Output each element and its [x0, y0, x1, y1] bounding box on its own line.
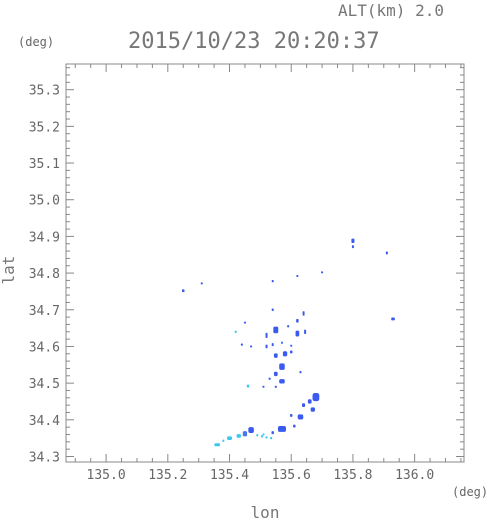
x-axis-unit: (deg) [452, 485, 488, 499]
echo-point [234, 330, 237, 333]
y-tick-label: 34.9 [29, 230, 60, 245]
echo-point [214, 443, 220, 447]
echo-point [265, 344, 268, 349]
y-axis-label: lat [0, 256, 18, 285]
echo-point [200, 282, 203, 285]
echo-point [282, 351, 288, 357]
echo-point [280, 341, 283, 344]
echo-point [262, 433, 265, 436]
x-tick-label: 135.8 [333, 468, 372, 483]
y-tick-label: 35.1 [29, 157, 60, 172]
echo-point [289, 350, 293, 354]
echo-point [273, 326, 279, 334]
echo-point [296, 275, 299, 278]
echo-point [262, 385, 265, 388]
echo-point [297, 414, 304, 420]
echo-point [289, 413, 293, 417]
echo-point [271, 343, 274, 347]
echo-point [307, 399, 312, 404]
echo-point [279, 379, 285, 384]
echo-point [265, 436, 268, 439]
x-axis-label: lon [251, 503, 280, 521]
echo-point [268, 377, 271, 380]
echo-point [246, 384, 250, 388]
echo-point [250, 345, 253, 348]
echo-point [274, 385, 277, 388]
y-tick-label: 34.4 [29, 414, 60, 429]
echo-point [265, 332, 268, 339]
echo-point [279, 363, 285, 370]
echo-point [271, 308, 274, 312]
echo-point [287, 325, 290, 328]
echo-point [351, 245, 354, 249]
x-tick-label: 135.6 [272, 468, 311, 483]
echo-point [248, 427, 254, 434]
echo-point [385, 251, 388, 255]
y-axis-unit: (deg) [18, 35, 54, 49]
echo-point [310, 407, 315, 412]
echo-point [304, 329, 307, 334]
echo-point [296, 318, 299, 323]
echo-point [391, 317, 395, 321]
echo-point [351, 238, 355, 244]
y-tick-label: 34.6 [29, 340, 60, 355]
x-tick-label: 135.2 [148, 468, 187, 483]
plot-area: 135.0 135.2 135.4 135.6 135.8 136.0 34.3 34.4 34… [29, 63, 465, 483]
x-tick-label: 136.0 [395, 468, 434, 483]
echo-point [290, 344, 293, 347]
echo-point [222, 439, 225, 442]
echo-point [243, 321, 246, 324]
echo-point [227, 436, 232, 440]
y-tick-label: 34.5 [29, 377, 60, 392]
echo-point [302, 311, 305, 316]
echo-point [273, 353, 278, 358]
echo-point [242, 431, 248, 437]
echo-point [236, 434, 241, 438]
echo-point [277, 426, 286, 432]
echo-point [271, 280, 274, 283]
plot-frame [65, 63, 465, 463]
echo-point [256, 434, 259, 437]
y-tick-label: 34.3 [29, 450, 60, 465]
y-tick-label: 34.7 [29, 304, 60, 319]
echo-point [321, 271, 324, 274]
echo-point [271, 431, 274, 435]
echo-point [270, 437, 273, 440]
x-tick-label: 135.0 [87, 468, 126, 483]
echo-point [182, 289, 185, 293]
echo-point [295, 330, 300, 337]
chart-title: 2015/10/23 20:20:37 [128, 29, 380, 54]
y-tick-label: 35.2 [29, 120, 60, 135]
altitude-label: ALT(km) 2.0 [338, 1, 444, 20]
echo-point [273, 371, 278, 377]
y-tick-label: 35.3 [29, 84, 60, 99]
echo-point [293, 424, 296, 428]
echo-point [260, 435, 263, 438]
x-tick-label: 135.4 [210, 468, 249, 483]
echo-point [302, 403, 306, 407]
echo-point [299, 371, 302, 374]
echo-point [240, 343, 243, 346]
echo-point [312, 393, 320, 402]
y-tick-label: 34.8 [29, 267, 60, 282]
y-tick-label: 35.0 [29, 194, 60, 209]
